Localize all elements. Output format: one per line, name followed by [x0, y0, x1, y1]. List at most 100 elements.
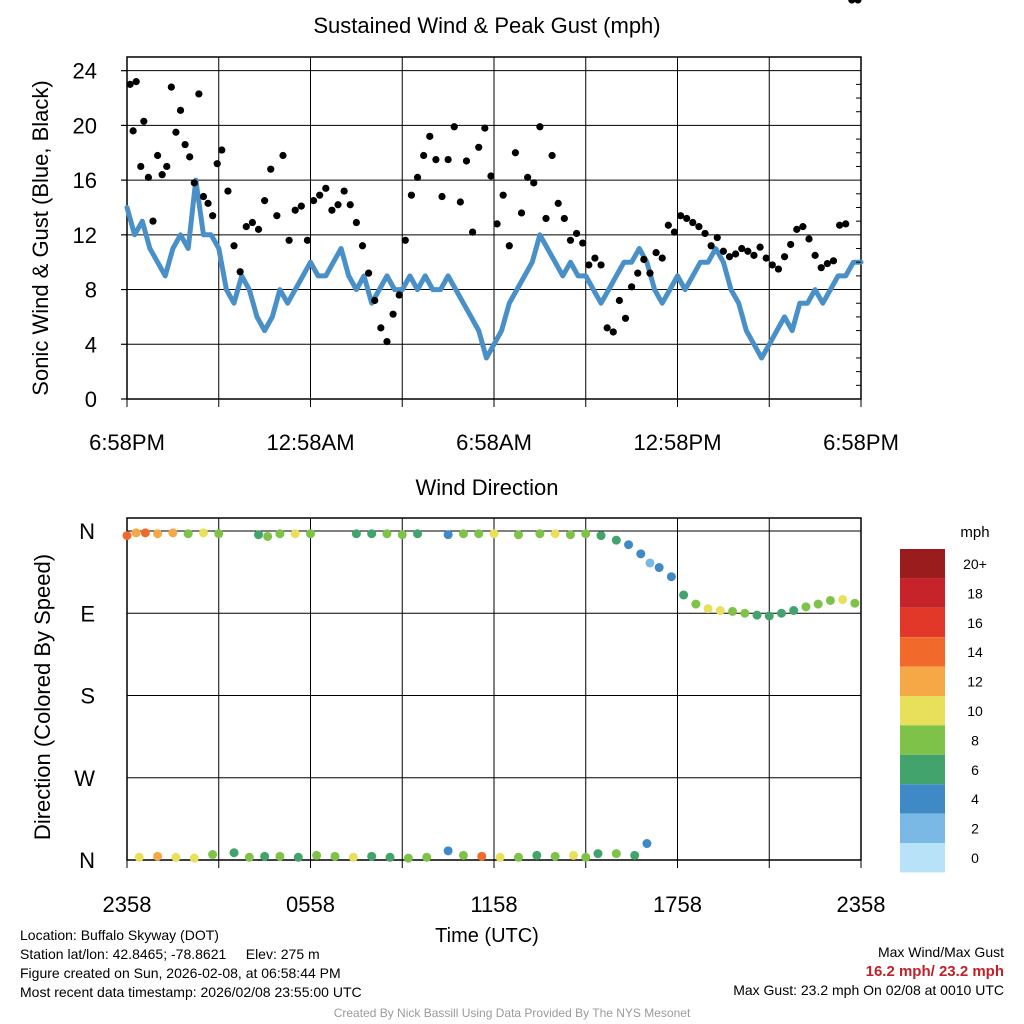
gust-point	[793, 225, 801, 233]
direction-point	[385, 852, 395, 862]
station-info: Location: Buffalo Skyway (DOT) Station l…	[20, 926, 362, 1002]
gust-point	[438, 192, 446, 201]
direction-point	[764, 611, 774, 621]
gust-point	[132, 78, 140, 86]
bottom-chart-title: Wind Direction	[415, 475, 558, 500]
colorbar-cells	[900, 549, 945, 873]
gust-point	[780, 253, 789, 261]
direction-point	[244, 852, 254, 862]
direction-point	[290, 529, 300, 539]
gust-point	[285, 236, 293, 244]
gust-point	[701, 229, 709, 238]
gust-point	[603, 324, 611, 332]
created-text: Figure created on Sun, 2026-02-08, at 06…	[20, 965, 341, 981]
direction-point	[532, 850, 542, 860]
top-x-ticks: 6:58PM 12:58AM 6:58AM 12:58PM 6:58PM	[89, 430, 899, 455]
gust-point	[365, 269, 373, 277]
bottom-grid	[126, 518, 862, 868]
gust-point	[738, 244, 746, 253]
sustained-wind-series	[124, 177, 864, 361]
top-y-ticks: 0 4 8 12 16 20 24	[73, 56, 861, 412]
gust-point	[475, 143, 483, 151]
colorbar-cell	[900, 578, 945, 608]
colorbar-label: 10	[967, 703, 983, 719]
direction-point	[348, 852, 358, 862]
gust-point	[195, 90, 203, 98]
colorbar-cell	[900, 843, 945, 873]
gust-point	[707, 242, 715, 250]
direction-point	[275, 529, 285, 539]
gust-point	[542, 214, 550, 223]
gust-point	[713, 233, 721, 242]
direction-point	[789, 606, 799, 616]
gust-point	[646, 269, 654, 277]
gust-point	[499, 191, 507, 199]
gust-point	[236, 268, 244, 276]
gust-point	[209, 212, 217, 220]
direction-point	[636, 549, 646, 559]
gust-point	[432, 156, 440, 164]
gust-point	[554, 199, 562, 207]
colorbar-label: 18	[967, 585, 983, 601]
gust-point	[163, 162, 171, 171]
elevation-text: Elev: 275 m	[245, 946, 320, 962]
direction-point	[715, 606, 725, 616]
gust-point	[450, 123, 458, 131]
bottom-y-axis-label: Direction (Colored By Speed)	[30, 554, 55, 840]
direction-point	[254, 530, 264, 540]
gust-point	[566, 236, 575, 244]
bottom-y-tick-label: W	[74, 766, 95, 791]
gust-point	[153, 151, 162, 160]
direction-point	[624, 540, 634, 550]
direction-point	[171, 852, 181, 862]
max-stats: Max Wind/Max Gust 16.2 mph/ 23.2 mph Max…	[733, 943, 1004, 1000]
gust-point	[640, 255, 648, 264]
direction-point	[565, 530, 575, 540]
direction-point	[691, 599, 701, 609]
max-gust-detail: Max Gust: 23.2 mph On 02/08 at 0010 UTC	[733, 982, 1004, 998]
gust-point	[487, 172, 495, 180]
gust-point	[652, 249, 660, 257]
direction-point	[198, 528, 208, 538]
top-y-tick-label: 8	[85, 278, 97, 303]
gust-point	[242, 223, 250, 231]
direction-point	[825, 595, 835, 605]
gust-point	[267, 165, 275, 173]
gust-point	[854, 0, 862, 4]
direction-point	[312, 850, 322, 860]
direction-point	[703, 604, 713, 614]
top-y-axis-label: Sonic Wind & Gust (Blue, Black)	[28, 80, 53, 395]
direction-point	[535, 529, 545, 539]
gust-point	[352, 218, 360, 227]
gust-point	[579, 239, 587, 247]
direction-point	[611, 535, 621, 545]
top-y-tick-label: 0	[85, 387, 97, 412]
gust-point	[456, 198, 464, 206]
direction-point	[776, 608, 786, 618]
gust-point	[230, 242, 238, 250]
gust-point	[572, 229, 581, 238]
gust-point	[167, 83, 175, 91]
colorbar-label: 2	[971, 821, 979, 837]
colorbar-label: 12	[967, 674, 983, 690]
gust-point	[848, 0, 856, 4]
gust-point	[829, 257, 838, 265]
colorbar-label: 20+	[963, 556, 987, 572]
gust-point	[732, 250, 740, 258]
gust-point	[842, 220, 850, 228]
direction-points	[122, 528, 860, 863]
direction-point	[679, 590, 689, 600]
colorbar-cell	[900, 637, 945, 667]
direction-point	[153, 851, 163, 861]
gust-point	[199, 192, 208, 201]
direction-point	[351, 529, 361, 539]
direction-point	[728, 606, 738, 616]
bottom-y-tick-label: S	[80, 684, 95, 709]
credit-text: Created By Nick Bassill Using Data Provi…	[333, 1006, 691, 1020]
gust-point	[823, 259, 831, 268]
gust-point	[591, 254, 599, 262]
bottom-y-tick-label: E	[80, 601, 95, 626]
direction-point	[293, 852, 303, 862]
colorbar-label: 16	[967, 615, 983, 631]
top-chart: Sustained Wind & Peak Gust (mph) 0 4 8 12 16…	[28, 0, 899, 455]
